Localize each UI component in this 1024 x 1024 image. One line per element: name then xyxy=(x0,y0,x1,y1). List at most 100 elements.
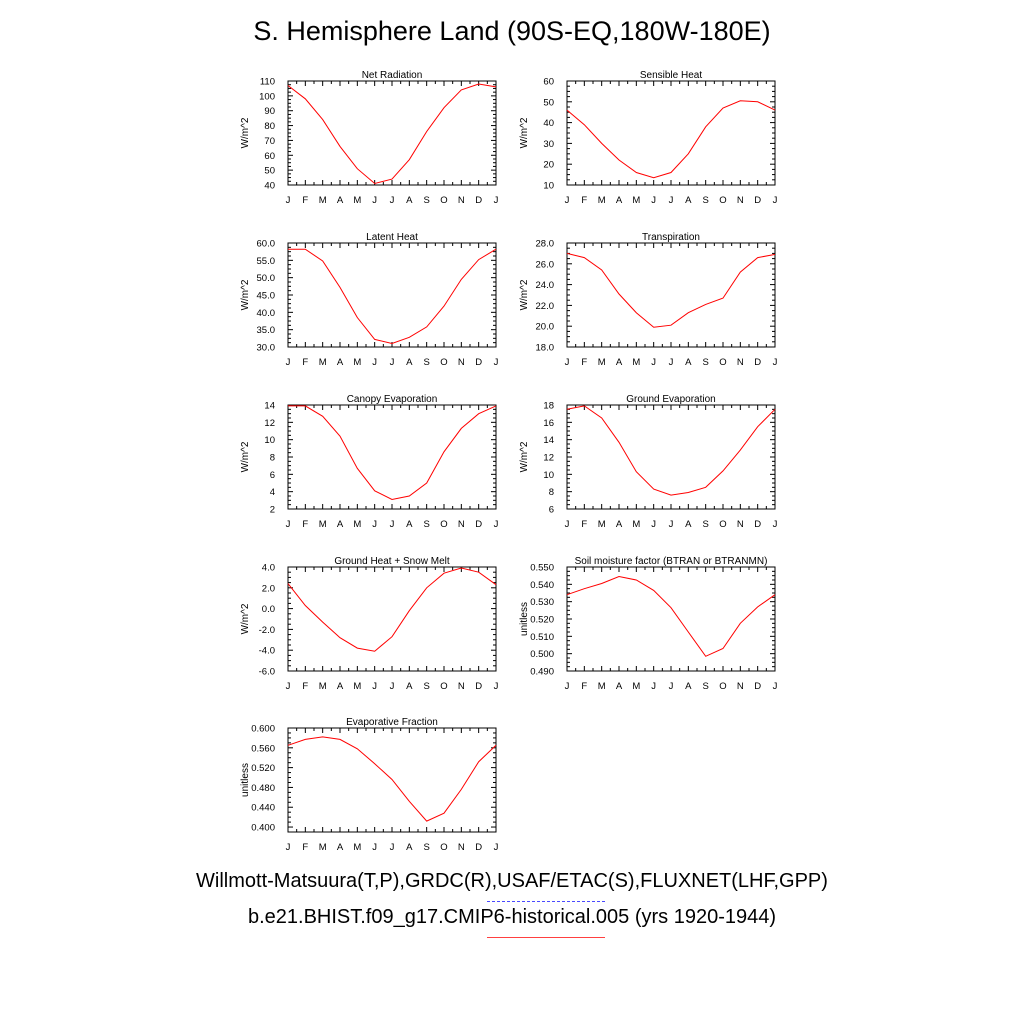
x-tick-label: O xyxy=(719,195,726,206)
y-tick-label: 14 xyxy=(543,435,554,446)
x-tick-label: A xyxy=(337,681,344,692)
y-tick-label: 0.520 xyxy=(530,615,554,626)
x-tick-label: M xyxy=(319,842,327,853)
y-tick-label: 70 xyxy=(264,136,275,147)
x-tick-label: J xyxy=(494,519,499,530)
x-tick-label: J xyxy=(669,195,674,206)
y-tick-label: 12 xyxy=(264,418,275,429)
x-tick-label: J xyxy=(494,842,499,853)
x-tick-label: J xyxy=(773,195,778,206)
x-tick-label: A xyxy=(337,357,344,368)
chart-panel-8: Soil moisture factor (BTRAN or BTRANMN) J… xyxy=(519,556,778,692)
x-tick-label: J xyxy=(286,195,291,206)
x-tick-label: D xyxy=(475,519,482,530)
x-tick-label: O xyxy=(440,519,447,530)
y-tick-label: 60 xyxy=(264,151,275,162)
x-tick-label: A xyxy=(685,195,692,206)
legend-model: b.e21.BHIST.f09_g17.CMIP6-historical.005… xyxy=(247,906,777,928)
chart-title: Net Radiation xyxy=(362,70,423,81)
x-tick-label: J xyxy=(390,519,395,530)
y-tick-label: 60 xyxy=(543,77,554,88)
plot-frame xyxy=(566,80,776,186)
x-tick-label: D xyxy=(754,357,761,368)
x-tick-label: F xyxy=(581,519,587,530)
x-tick-label: J xyxy=(773,681,778,692)
x-tick-label: J xyxy=(372,519,377,530)
x-tick-label: O xyxy=(440,842,447,853)
x-tick-label: M xyxy=(353,842,361,853)
y-tick-label: 40 xyxy=(264,181,275,192)
x-tick-label: S xyxy=(423,842,429,853)
x-tick-label: M xyxy=(319,195,327,206)
y-tick-label: 12 xyxy=(543,453,554,464)
y-tick-label: 14 xyxy=(264,401,275,412)
y-tick-label: 0.530 xyxy=(530,597,554,608)
y-tick-label: -6.0 xyxy=(259,667,275,678)
y-tick-label: 10 xyxy=(264,435,275,446)
x-tick-label: S xyxy=(702,357,708,368)
y-tick-label: 10 xyxy=(543,470,554,481)
y-tick-label: 40.0 xyxy=(257,308,276,319)
y-tick-label: -4.0 xyxy=(259,646,275,657)
x-tick-label: O xyxy=(440,681,447,692)
y-tick-label: 50.0 xyxy=(257,273,276,284)
x-tick-label: J xyxy=(494,357,499,368)
y-tick-label: 4 xyxy=(270,487,275,498)
x-tick-label: F xyxy=(302,842,308,853)
plot-frame xyxy=(287,80,497,186)
y-tick-label: 0.0 xyxy=(262,604,275,615)
x-tick-label: A xyxy=(616,519,623,530)
x-tick-label: J xyxy=(286,357,291,368)
x-tick-label: A xyxy=(685,357,692,368)
series-line xyxy=(566,252,776,328)
x-tick-label: O xyxy=(440,357,447,368)
x-tick-label: A xyxy=(616,681,623,692)
y-tick-label: 18.0 xyxy=(536,343,555,354)
y-tick-label: 2.0 xyxy=(262,583,275,594)
y-tick-label: 0.540 xyxy=(530,580,554,591)
x-tick-label: J xyxy=(669,519,674,530)
y-tick-label: 0.400 xyxy=(251,823,275,834)
x-tick-label: N xyxy=(737,519,744,530)
y-tick-label: 22.0 xyxy=(536,301,555,312)
chart-title: Latent Heat xyxy=(366,232,418,243)
plot-frame xyxy=(566,404,776,510)
x-tick-label: J xyxy=(390,681,395,692)
y-tick-label: 40 xyxy=(543,118,554,129)
x-tick-label: D xyxy=(754,195,761,206)
y-axis-label: unitless xyxy=(240,763,251,797)
y-tick-label: -2.0 xyxy=(259,625,275,636)
x-tick-label: J xyxy=(651,195,656,206)
x-tick-label: J xyxy=(651,681,656,692)
y-axis-label: unitless xyxy=(519,602,530,636)
x-tick-label: M xyxy=(632,357,640,368)
x-tick-label: M xyxy=(319,681,327,692)
x-tick-label: J xyxy=(494,681,499,692)
y-axis-label: W/m^2 xyxy=(240,117,251,148)
y-tick-label: 30 xyxy=(543,139,554,150)
plot-frame xyxy=(566,242,776,348)
x-tick-label: M xyxy=(353,681,361,692)
series-line xyxy=(287,83,497,185)
y-axis-label: W/m^2 xyxy=(240,441,251,472)
x-tick-label: D xyxy=(754,681,761,692)
y-tick-label: 20.0 xyxy=(536,322,555,333)
y-tick-label: 0.550 xyxy=(530,563,554,574)
chart-title: Evaporative Fraction xyxy=(346,717,438,728)
x-tick-label: M xyxy=(319,357,327,368)
x-tick-label: M xyxy=(632,681,640,692)
x-tick-label: F xyxy=(581,681,587,692)
x-tick-label: N xyxy=(737,357,744,368)
y-tick-label: 26.0 xyxy=(536,259,555,270)
chart-title: Ground Evaporation xyxy=(626,394,716,405)
x-tick-label: M xyxy=(632,195,640,206)
chart-title: Canopy Evaporation xyxy=(347,394,438,405)
y-tick-label: 0.490 xyxy=(530,667,554,678)
y-tick-label: 110 xyxy=(260,77,275,88)
